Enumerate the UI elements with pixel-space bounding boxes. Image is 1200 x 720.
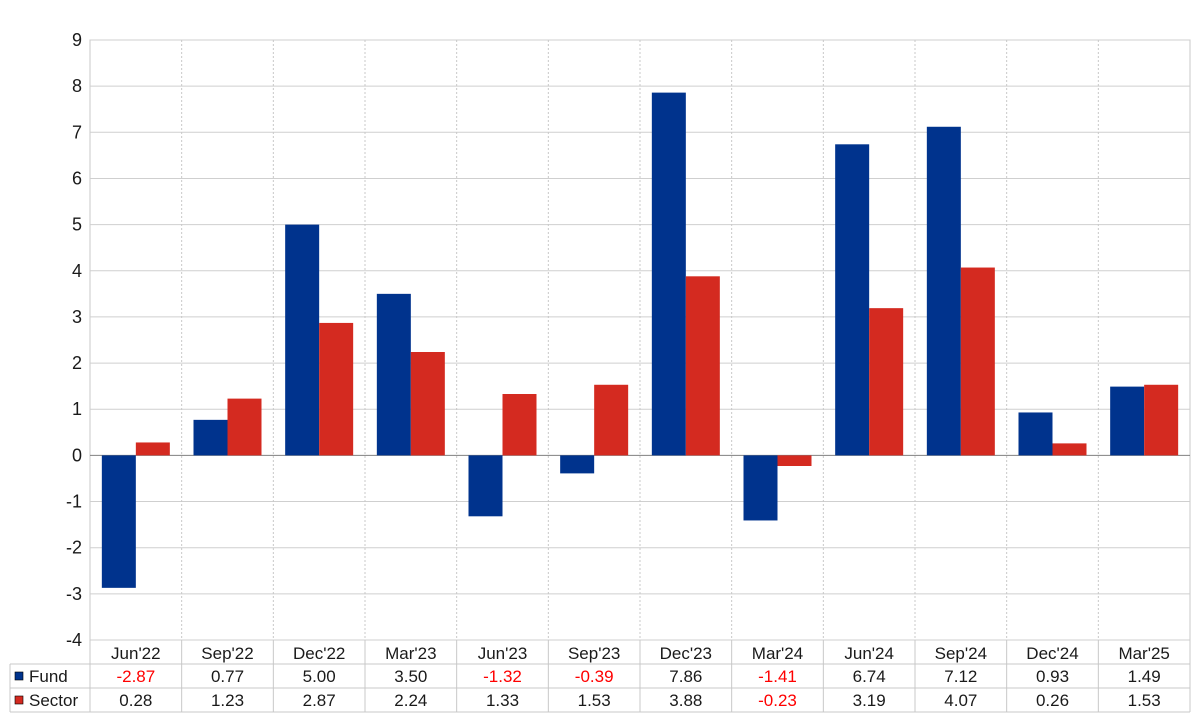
bar-fund: [835, 144, 870, 456]
bar-sector: [1144, 384, 1179, 456]
category-label: Sep'22: [201, 644, 253, 663]
bar-sector: [319, 322, 354, 456]
bar-fund: [743, 455, 778, 521]
y-tick-label: 6: [72, 168, 82, 188]
data-label-sector: -0.23: [758, 691, 797, 710]
data-label-fund: 0.93: [1036, 667, 1069, 686]
y-tick-label: -2: [66, 538, 82, 558]
data-label-fund: -1.32: [483, 667, 522, 686]
bar-sector: [685, 276, 720, 456]
y-tick-label: 9: [72, 30, 82, 50]
data-label-fund: 3.50: [394, 667, 427, 686]
y-axis-ticks: 9 8 7 6 5 4 3 2 1 0 -1 -2 -3 -4: [66, 30, 82, 650]
bar-fund: [651, 92, 686, 456]
bar-sector: [227, 398, 262, 456]
y-tick-label: -3: [66, 584, 82, 604]
category-label: Mar'23: [385, 644, 436, 663]
data-table: Jun'22 Sep'22 Dec'22 Mar'23 Jun'23 Sep'23 Dec'…: [9, 640, 1191, 713]
category-label: Jun'23: [478, 644, 528, 663]
data-label-sector: 4.07: [944, 691, 977, 710]
legend-swatch-fund: [14, 671, 24, 681]
y-tick-label: 2: [72, 353, 82, 373]
bars: [101, 92, 1179, 588]
y-tick-label: 3: [72, 307, 82, 327]
data-label-sector: 1.53: [1128, 691, 1161, 710]
data-label-sector: 3.88: [669, 691, 702, 710]
category-label: Jun'22: [111, 644, 161, 663]
data-label-sector: 1.53: [578, 691, 611, 710]
y-tick-label: -4: [66, 630, 82, 650]
data-label-sector: 1.33: [486, 691, 519, 710]
category-label: Jun'24: [844, 644, 894, 663]
data-label-fund: -2.87: [116, 667, 155, 686]
bar-fund: [926, 126, 961, 456]
bar-sector: [135, 442, 170, 456]
category-label: Mar'25: [1118, 644, 1169, 663]
legend-label-fund: Fund: [29, 667, 68, 686]
bar-fund: [285, 224, 320, 456]
y-tick-label: 5: [72, 215, 82, 235]
legend-label-sector: Sector: [29, 691, 78, 710]
data-label-sector: 0.26: [1036, 691, 1069, 710]
y-tick-label: -1: [66, 492, 82, 512]
data-label-fund: 6.74: [853, 667, 886, 686]
category-label: Mar'24: [752, 644, 803, 663]
bar-fund: [468, 455, 503, 517]
bar-fund: [1110, 386, 1145, 456]
bar-sector: [869, 308, 904, 456]
data-label-sector: 2.87: [303, 691, 336, 710]
bar-fund: [193, 419, 228, 456]
data-label-sector: 3.19: [853, 691, 886, 710]
data-label-fund: 5.00: [303, 667, 336, 686]
category-label: Dec'24: [1026, 644, 1078, 663]
y-tick-label: 7: [72, 122, 82, 142]
category-label: Sep'24: [935, 644, 987, 663]
bar-sector: [960, 267, 995, 456]
bar-sector: [1052, 443, 1087, 456]
category-label: Dec'23: [660, 644, 712, 663]
category-label: Dec'22: [293, 644, 345, 663]
y-tick-label: 8: [72, 76, 82, 96]
data-label-sector: 0.28: [119, 691, 152, 710]
bar-fund: [1018, 412, 1053, 456]
bar-fund: [376, 293, 411, 456]
legend-swatch-sector: [14, 695, 24, 705]
data-label-fund: 0.77: [211, 667, 244, 686]
y-tick-label: 1: [72, 399, 82, 419]
y-tick-label: 4: [72, 261, 82, 281]
category-label: Sep'23: [568, 644, 620, 663]
data-label-fund: 7.12: [944, 667, 977, 686]
bar-fund: [560, 455, 595, 474]
data-label-fund: -1.41: [758, 667, 797, 686]
data-label-fund: -0.39: [575, 667, 614, 686]
data-label-fund: 7.86: [669, 667, 702, 686]
grid: [89, 39, 1191, 641]
bar-sector: [410, 352, 445, 456]
bar-sector: [594, 384, 629, 456]
bar-sector: [502, 394, 537, 456]
bar-fund: [101, 455, 136, 588]
y-tick-label: 0: [72, 445, 82, 465]
data-label-sector: 1.23: [211, 691, 244, 710]
data-label-fund: 1.49: [1128, 667, 1161, 686]
bar-sector: [777, 455, 812, 466]
data-label-sector: 2.24: [394, 691, 427, 710]
